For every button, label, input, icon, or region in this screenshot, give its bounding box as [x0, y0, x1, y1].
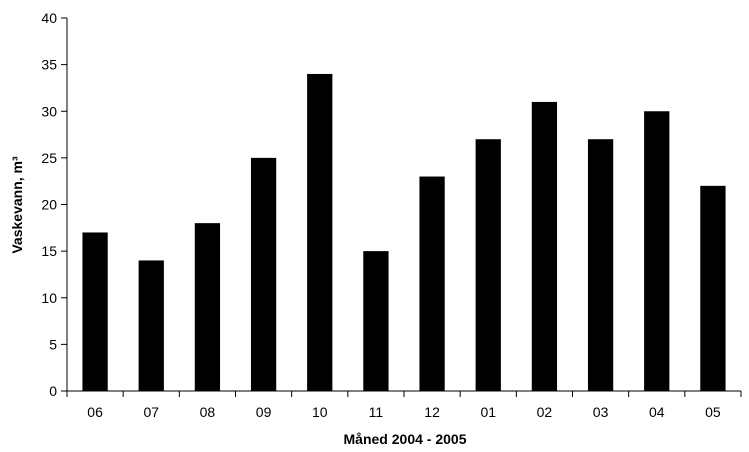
bar-05: [700, 185, 726, 391]
bar-09: [250, 157, 277, 392]
x-tick-label-04: 04: [649, 404, 665, 420]
x-tick-label-09: 09: [256, 404, 272, 420]
bar-02: [531, 101, 558, 392]
bar-01: [475, 139, 501, 391]
y-axis-title: Vaskevann, m³: [9, 156, 25, 254]
y-tick-label-5: 5: [49, 336, 57, 352]
y-tick-label-0: 0: [49, 383, 57, 399]
x-tick-label-07: 07: [143, 404, 159, 420]
bar-10: [307, 73, 333, 391]
x-tick-label-06: 06: [87, 404, 103, 420]
y-tick-label-10: 10: [41, 290, 57, 306]
bar-03: [587, 139, 614, 391]
bar-08: [194, 223, 221, 391]
x-tick-label-08: 08: [200, 404, 216, 420]
x-tick-label-02: 02: [537, 404, 553, 420]
bar-04: [644, 111, 670, 391]
y-tick-label-35: 35: [41, 57, 57, 73]
x-tick-label-10: 10: [312, 404, 328, 420]
y-tick-label-15: 15: [41, 243, 57, 259]
bars-group: [82, 73, 726, 392]
y-tick-label-20: 20: [41, 197, 57, 213]
x-axis-title: Måned 2004 - 2005: [344, 431, 467, 447]
y-tick-label-30: 30: [41, 103, 57, 119]
bar-12: [419, 176, 445, 391]
bar-07: [138, 260, 164, 391]
bar-06: [82, 232, 108, 391]
x-tick-label-03: 03: [593, 404, 609, 420]
bar-11: [363, 251, 389, 392]
x-tick-label-05: 05: [705, 404, 721, 420]
x-tick-label-01: 01: [480, 404, 496, 420]
x-tick-label-12: 12: [424, 404, 440, 420]
y-tick-label-40: 40: [41, 10, 57, 26]
x-tick-label-11: 11: [369, 404, 384, 420]
y-tick-label-25: 25: [41, 150, 57, 166]
